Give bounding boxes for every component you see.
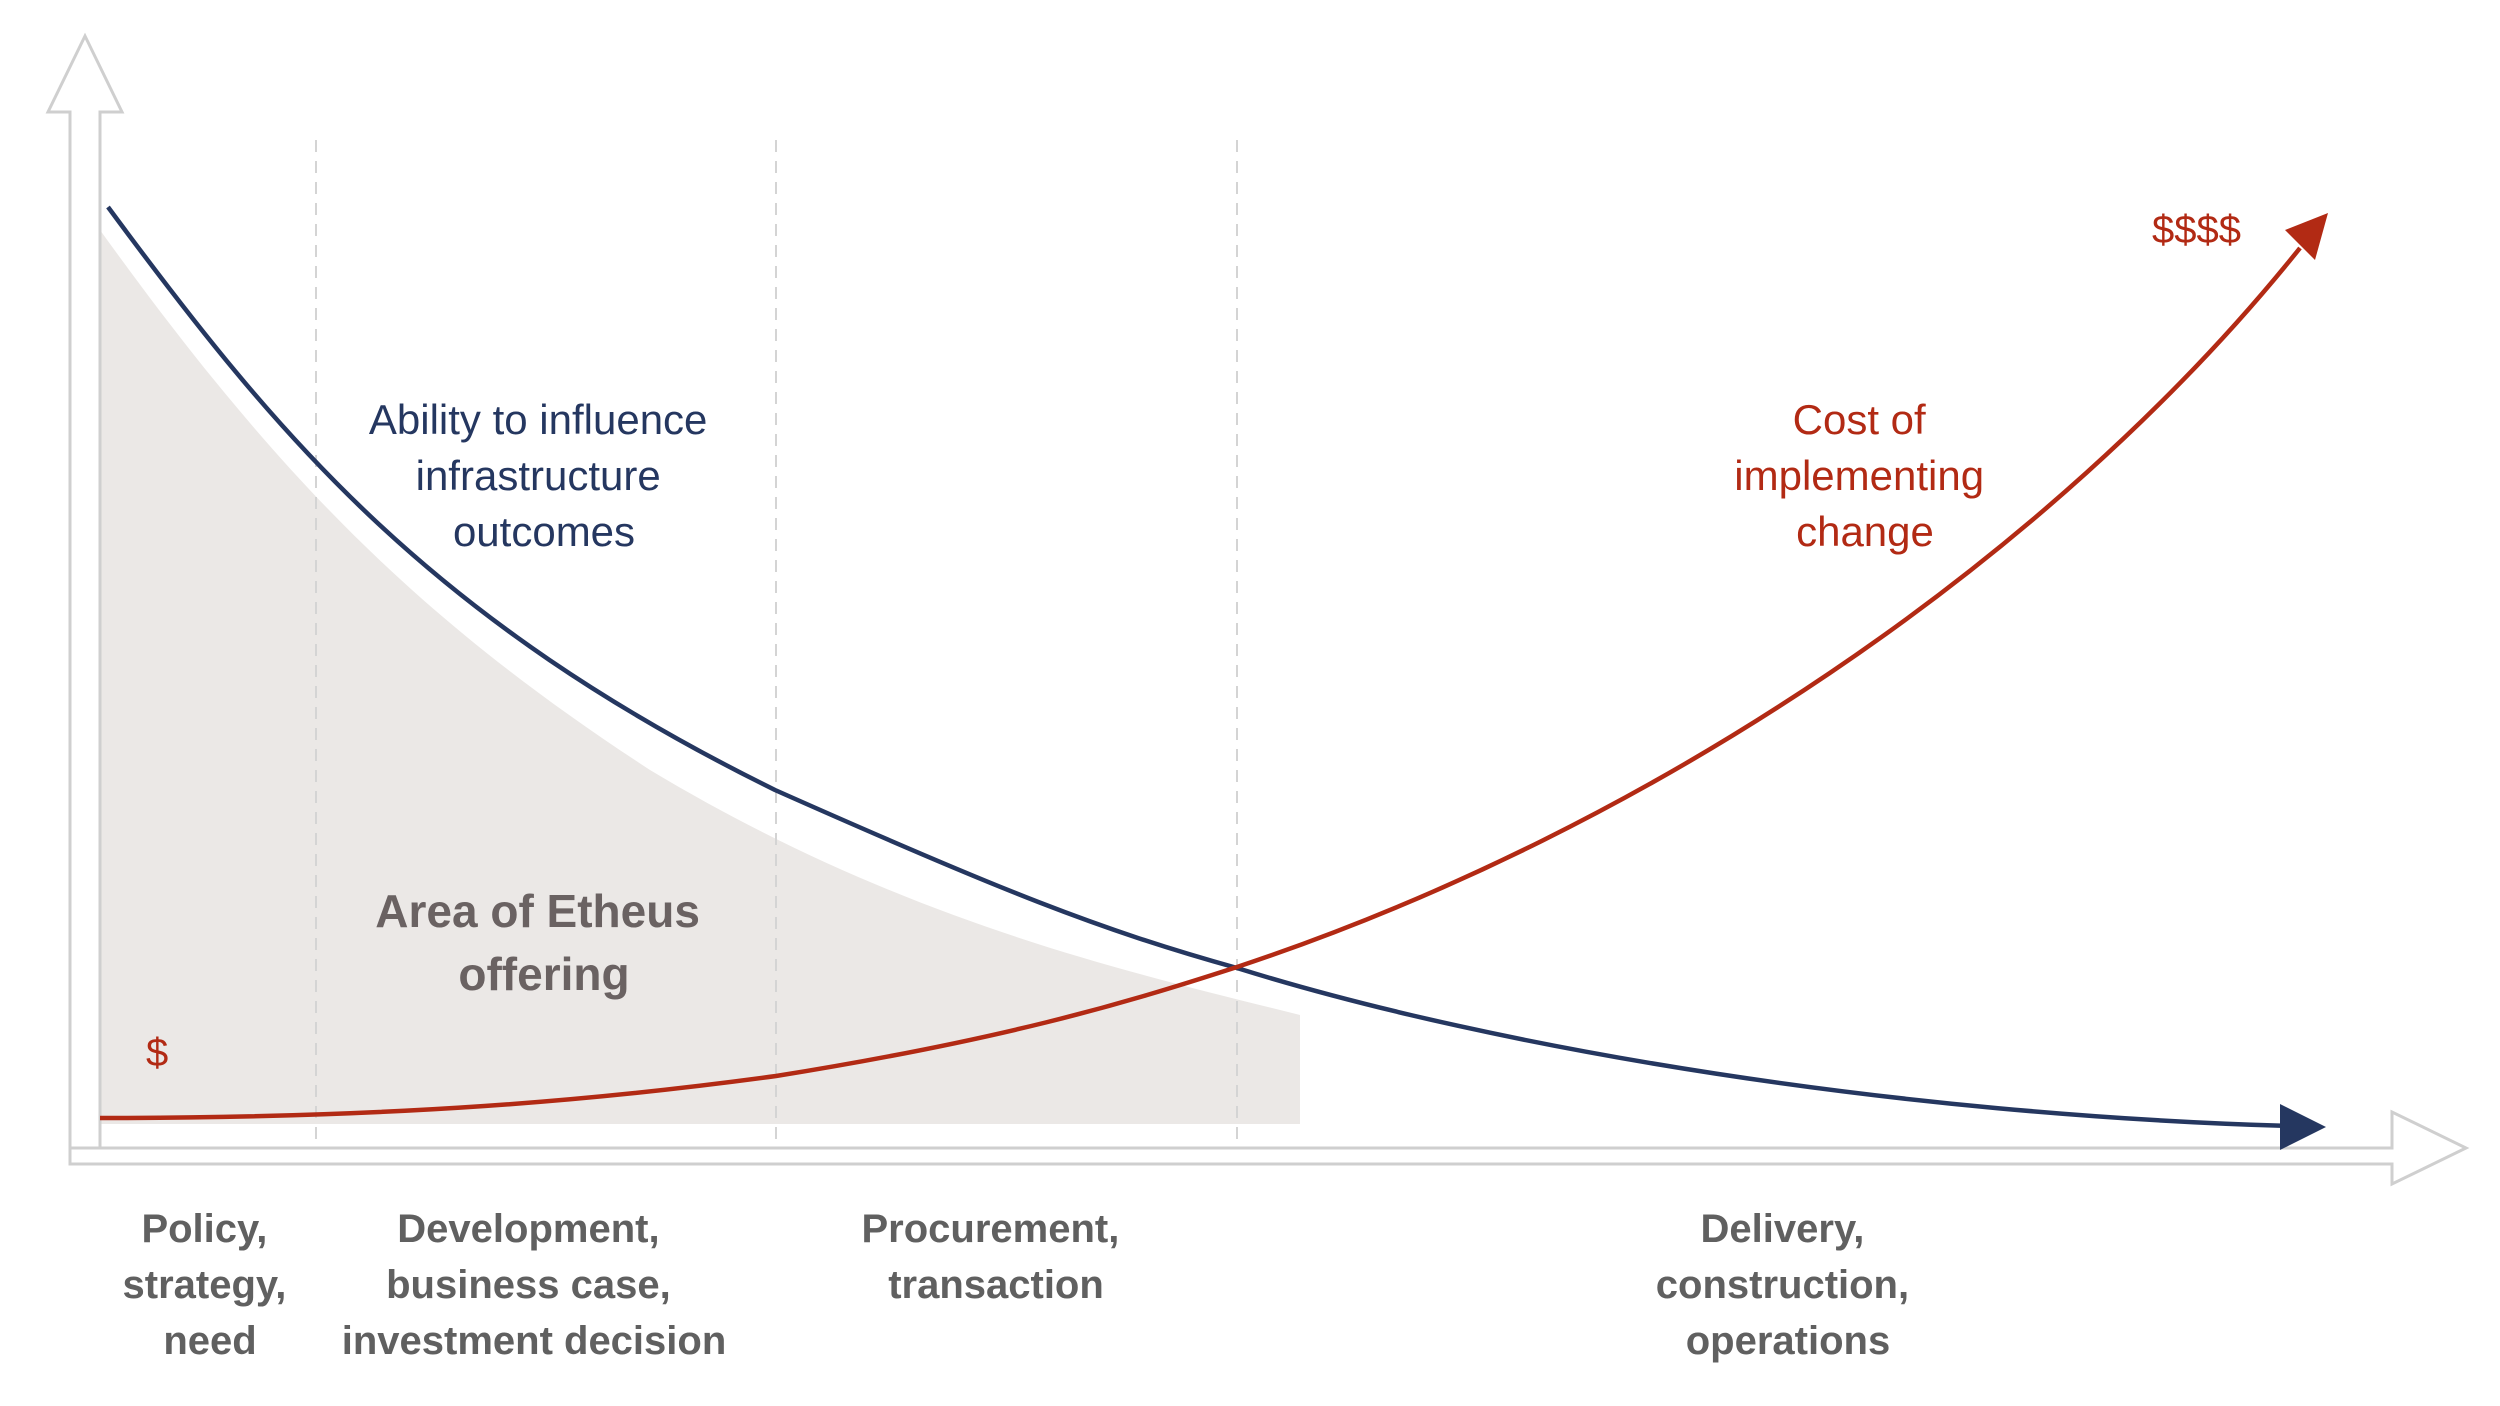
influence-curve [106,205,2291,1129]
cost-label: Cost of implementing change [1734,396,1995,555]
phase-label-development: Development, business case, investment d… [342,1207,727,1363]
influence-label: Ability to influence infrastructure outc… [369,396,719,555]
influence-arrowhead [2280,1104,2326,1150]
phase-label-procurement: Procurement, transaction [862,1207,1131,1307]
phase-label-delivery: Delivery, construction, operations [1656,1207,1920,1363]
y-axis [45,32,125,1164]
offering-area-shade [100,230,1300,1124]
cost-high-symbol: $$$$ [2152,208,2241,252]
cost-arrowhead [2285,213,2328,260]
phase-label-policy: Policy, strategy, need [123,1207,298,1363]
cost-low-symbol: $ [146,1031,168,1075]
cost-curve [99,246,2302,1121]
axis-corner [71,1149,99,1163]
offering-area-label: Area of Etheus offering [375,885,712,1000]
x-axis [68,1109,2470,1187]
